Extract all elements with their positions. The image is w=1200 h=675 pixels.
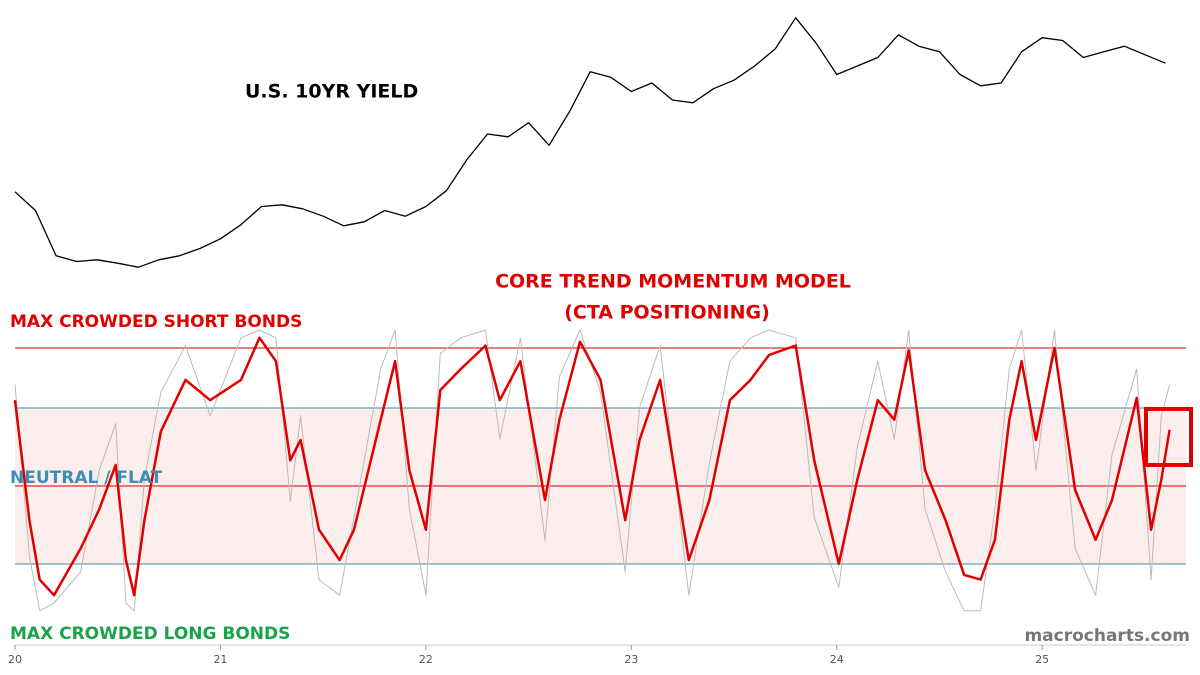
yield-line xyxy=(14,17,1166,268)
yield-title: U.S. 10YR YIELD xyxy=(245,81,418,103)
highlight-box xyxy=(1144,407,1193,467)
x-tick-label: 24 xyxy=(830,653,844,666)
annotation: MAX CROWDED SHORT BONDS xyxy=(10,312,302,332)
model-title: CORE TREND MOMENTUM MODEL xyxy=(495,271,851,293)
x-tick-label: 23 xyxy=(624,653,638,666)
x-tick-label: 25 xyxy=(1035,653,1049,666)
x-tick-label: 20 xyxy=(8,653,22,666)
model-subtitle: (CTA POSITIONING) xyxy=(564,302,770,324)
annotation: NEUTRAL / FLAT xyxy=(10,468,163,488)
annotation: MAX CROWDED LONG BONDS xyxy=(10,624,290,644)
x-tick-label: 22 xyxy=(419,653,433,666)
series-line xyxy=(14,329,1171,612)
x-tick-label: 21 xyxy=(213,653,227,666)
watermark: macrocharts.com xyxy=(1024,626,1190,646)
series-line xyxy=(13,336,1171,597)
